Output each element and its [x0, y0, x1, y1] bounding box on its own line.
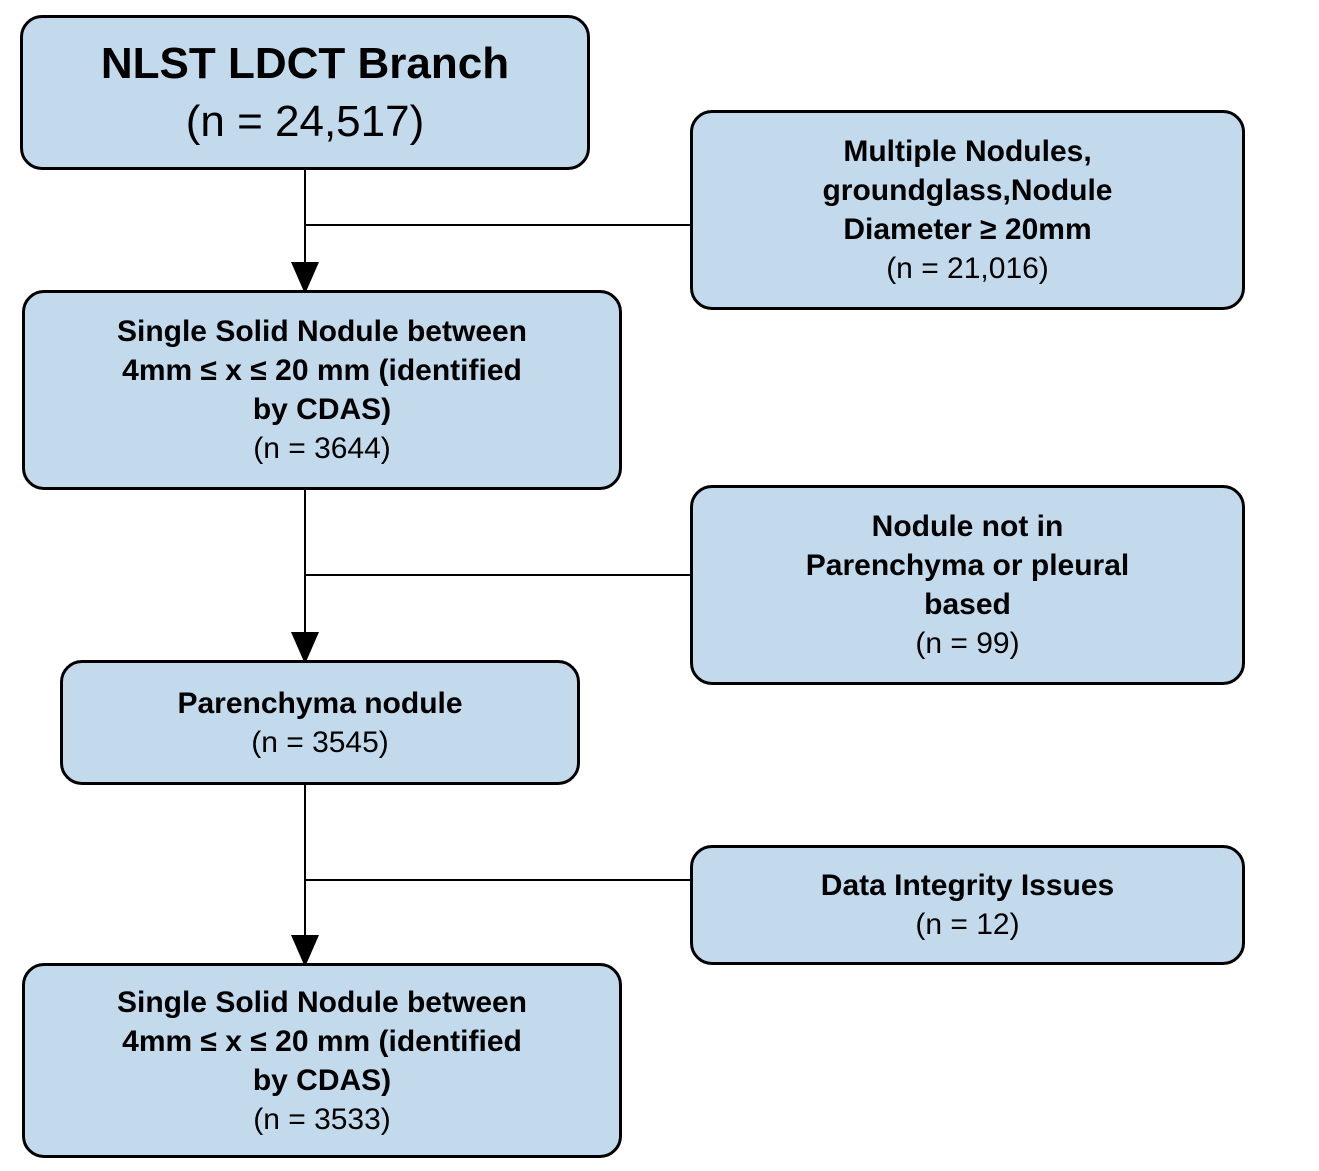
node-label-line: Nodule not in: [872, 507, 1064, 546]
node-label-line: Single Solid Nodule between: [117, 983, 527, 1022]
node-label-line: based: [924, 585, 1011, 624]
node-label-line: Parenchyma or pleural: [806, 546, 1129, 585]
flow-exclusion-data-integrity: Data Integrity Issues (n = 12): [690, 845, 1245, 965]
node-label: Data Integrity Issues: [821, 866, 1114, 905]
node-count: (n = 3644): [253, 429, 391, 468]
node-count: (n = 99): [915, 624, 1019, 663]
node-label-line: by CDAS): [253, 1061, 391, 1100]
node-title: NLST LDCT Branch: [101, 35, 509, 92]
flow-node-start: NLST LDCT Branch (n = 24,517): [20, 15, 590, 170]
node-label: Parenchyma nodule: [177, 684, 462, 723]
node-label-line: Diameter ≥ 20mm: [843, 210, 1091, 249]
node-count: (n = 21,016): [886, 249, 1049, 288]
node-label-line: by CDAS): [253, 390, 391, 429]
node-label-line: 4mm ≤ x ≤ 20 mm (identified: [122, 1022, 522, 1061]
node-count: (n = 24,517): [186, 93, 425, 150]
node-count: (n = 3533): [253, 1100, 391, 1139]
node-label-line: groundglass,Nodule: [822, 171, 1112, 210]
flow-node-single-solid-2: Single Solid Nodule between 4mm ≤ x ≤ 20…: [22, 963, 622, 1158]
node-label-line: Single Solid Nodule between: [117, 312, 527, 351]
node-label-line: 4mm ≤ x ≤ 20 mm (identified: [122, 351, 522, 390]
node-count: (n = 3545): [251, 723, 389, 762]
node-label-line: Multiple Nodules,: [843, 132, 1091, 171]
flow-node-single-solid-1: Single Solid Nodule between 4mm ≤ x ≤ 20…: [22, 290, 622, 490]
flow-exclusion-not-parenchyma: Nodule not in Parenchyma or pleural base…: [690, 485, 1245, 685]
flow-node-parenchyma: Parenchyma nodule (n = 3545): [60, 660, 580, 785]
node-count: (n = 12): [915, 905, 1019, 944]
flow-exclusion-multiple-nodules: Multiple Nodules, groundglass,Nodule Dia…: [690, 110, 1245, 310]
